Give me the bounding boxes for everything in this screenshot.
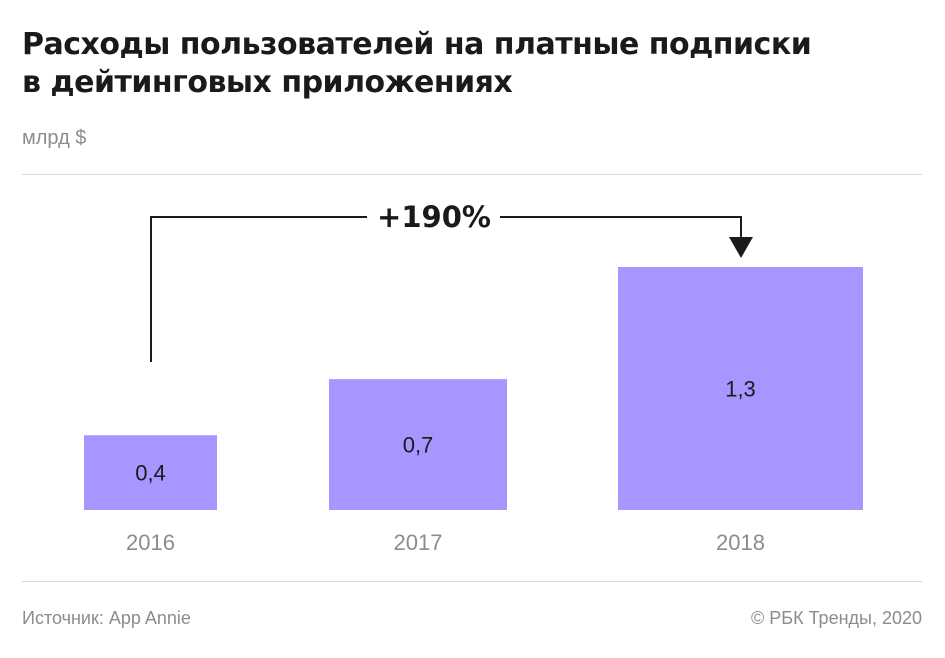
bar-2016 xyxy=(84,435,217,510)
value-label-2017: 0,7 xyxy=(403,433,434,458)
copyright-note: © РБК Тренды, 2020 xyxy=(751,608,922,628)
growth-annotation: +190% xyxy=(377,200,491,234)
source-note: Источник: App Annie xyxy=(22,608,191,628)
chart-title-line-2: в дейтинговых приложениях xyxy=(22,65,513,100)
chart-title-line-1: Расходы пользователей на платные подписк… xyxy=(22,27,812,62)
bar-2017 xyxy=(329,379,507,510)
value-label-2016: 0,4 xyxy=(135,461,166,486)
top-divider xyxy=(22,174,922,175)
category-label-2017: 2017 xyxy=(394,530,443,555)
unit-label: млрд $ xyxy=(22,127,87,149)
bottom-divider xyxy=(22,581,922,582)
bar-chart: 0,4 2016 0,7 2017 1,3 2018 +190% xyxy=(84,200,863,555)
chart-title: Расходы пользователей на платные подписк… xyxy=(22,26,922,102)
value-label-2018: 1,3 xyxy=(725,377,756,402)
growth-arrow-head xyxy=(729,237,753,258)
category-label-2018: 2018 xyxy=(716,530,765,555)
category-label-2016: 2016 xyxy=(126,530,175,555)
bar-2018 xyxy=(618,267,863,510)
growth-arrow-line xyxy=(150,216,742,362)
